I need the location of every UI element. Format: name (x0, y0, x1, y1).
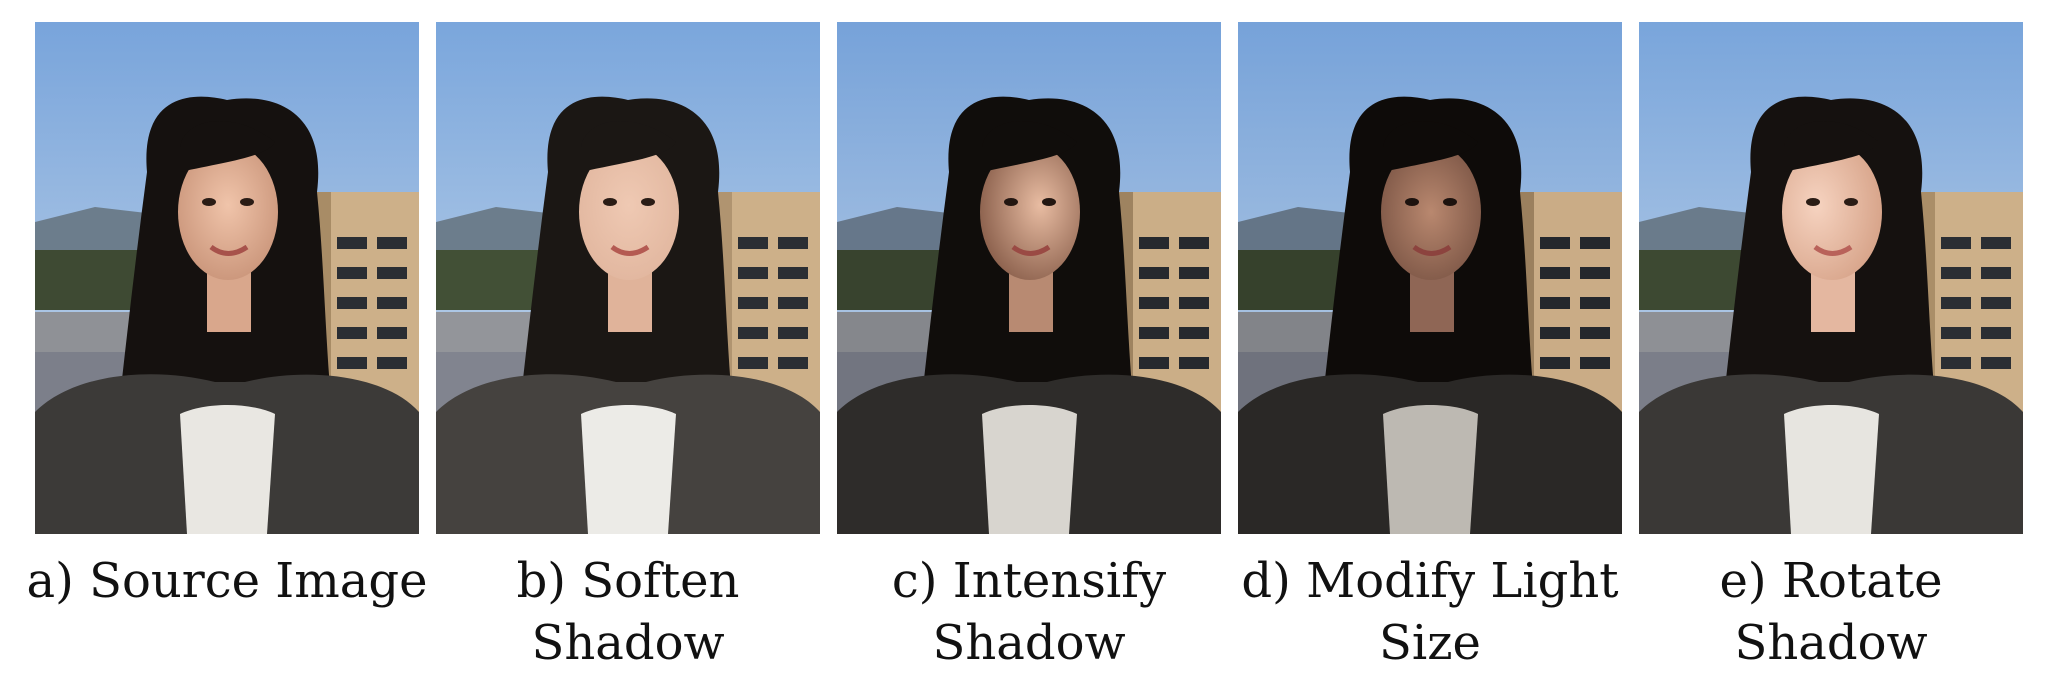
portrait-image-source (35, 22, 419, 534)
photo-panel-d (1238, 22, 1622, 534)
portrait-image-rotate-shadow (1639, 22, 2023, 534)
photo-panel-e (1639, 22, 2023, 534)
caption-rotate-shadow: e) Rotate Shadow (1719, 553, 1943, 671)
portrait-image-soften-shadow (436, 22, 820, 534)
caption-source-image: a) Source Image (26, 553, 428, 609)
caption-modify-light-size: d) Modify Light Size (1241, 553, 1619, 671)
portrait-image-modify-light-size (1238, 22, 1622, 534)
portrait-image-intensify-shadow (837, 22, 1221, 534)
caption-intensify-shadow: c) Intensify Shadow (891, 553, 1167, 671)
photo-panel-c (837, 22, 1221, 534)
photo-panel-b (436, 22, 820, 534)
photo-panel-a (35, 22, 419, 534)
caption-soften-shadow: b) Soften Shadow (516, 553, 740, 671)
